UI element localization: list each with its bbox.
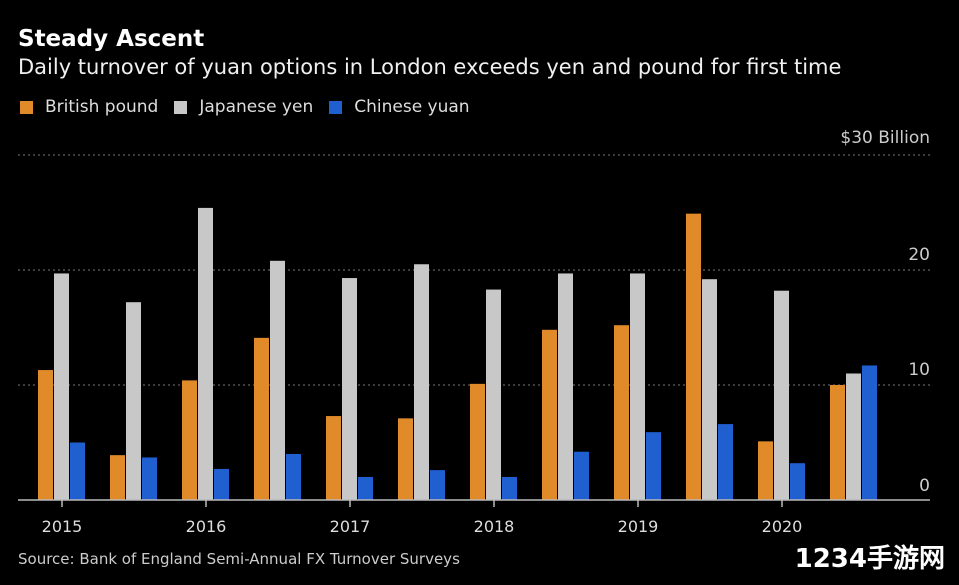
bar-japanese-yen <box>486 289 501 500</box>
bar-british-pound <box>398 418 413 500</box>
bar-japanese-yen <box>630 273 645 500</box>
bar-japanese-yen <box>198 207 213 500</box>
legend-label-british-pound: British pound <box>45 97 159 117</box>
bar-chinese-yuan <box>70 442 85 500</box>
bar-british-pound <box>830 385 845 500</box>
bar-japanese-yen <box>414 264 429 500</box>
bar-chinese-yuan <box>502 477 517 500</box>
bar-british-pound <box>38 370 53 500</box>
x-tick-label: 2019 <box>618 517 659 536</box>
y-tick-label: 20 <box>908 245 930 265</box>
bar-chinese-yuan <box>358 477 373 500</box>
legend-swatch-british-pound <box>20 100 33 114</box>
bar-chinese-yuan <box>574 451 589 500</box>
legend-label-japanese-yen: Japanese yen <box>199 97 314 117</box>
y-tick-label: 0 <box>919 476 930 496</box>
bar-british-pound <box>686 213 701 500</box>
bar-chinese-yuan <box>862 365 877 500</box>
legend-item-japanese-yen: Japanese yen <box>174 97 313 117</box>
bar-british-pound <box>758 441 773 500</box>
x-tick-label: 2016 <box>186 517 227 536</box>
y-tick-label: $30 Billion <box>840 128 930 148</box>
bar-chinese-yuan <box>286 454 301 500</box>
bar-japanese-yen <box>54 273 69 500</box>
x-tick-label: 2017 <box>330 517 371 536</box>
x-tick-label: 2015 <box>42 517 83 536</box>
bar-british-pound <box>182 380 197 500</box>
watermark-logo: 1234手游网 <box>794 544 945 574</box>
bar-chinese-yuan <box>430 470 445 500</box>
legend-item-chinese-yuan: Chinese yuan <box>329 97 470 117</box>
legend-label-chinese-yuan: Chinese yuan <box>354 97 470 117</box>
bar-japanese-yen <box>126 302 141 500</box>
legend-item-british-pound: British pound <box>20 97 158 117</box>
chart-subtitle: Daily turnover of yuan options in London… <box>18 55 842 79</box>
legend-swatch-japanese-yen <box>174 100 188 114</box>
bar-chinese-yuan <box>646 432 661 500</box>
bar-chinese-yuan <box>142 457 157 500</box>
bar-chinese-yuan <box>718 424 733 500</box>
x-tick-label: 2020 <box>762 517 803 536</box>
legend-swatch-chinese-yuan <box>329 100 343 114</box>
legend: British pound Japanese yen Chinese yuan <box>20 97 486 117</box>
x-tick-label: 2018 <box>474 517 515 536</box>
bar-british-pound <box>542 329 557 500</box>
bar-japanese-yen <box>270 260 285 500</box>
bar-british-pound <box>254 337 269 500</box>
bar-chinese-yuan <box>214 468 229 500</box>
bar-japanese-yen <box>774 290 789 500</box>
source-note: Source: Bank of England Semi-Annual FX T… <box>18 550 460 568</box>
bar-japanese-yen <box>702 279 717 500</box>
bar-japanese-yen <box>558 273 573 500</box>
bar-british-pound <box>326 416 341 500</box>
bar-british-pound <box>470 383 485 500</box>
bar-british-pound <box>110 455 125 500</box>
y-tick-label: 10 <box>908 360 930 380</box>
bar-chinese-yuan <box>790 463 805 500</box>
bar-japanese-yen <box>342 278 357 500</box>
chart-title: Steady Ascent <box>18 26 205 52</box>
bar-british-pound <box>614 325 629 500</box>
bar-japanese-yen <box>846 373 861 500</box>
